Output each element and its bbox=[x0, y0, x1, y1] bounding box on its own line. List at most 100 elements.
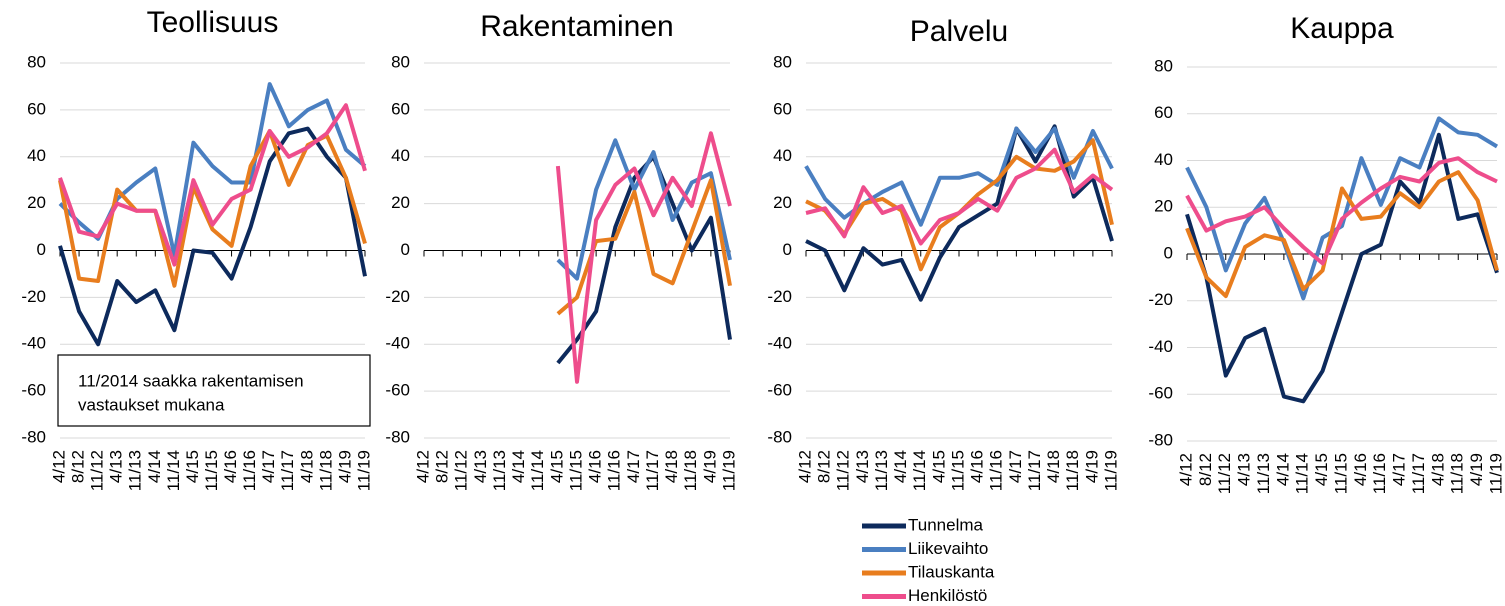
x-tick-label: 11/15 bbox=[948, 450, 967, 491]
x-tick-label: 4/16 bbox=[1351, 453, 1370, 486]
x-tick-label: 11/13 bbox=[1254, 453, 1273, 494]
y-tick-label: 80 bbox=[27, 52, 46, 71]
y-tick-label: -20 bbox=[1148, 290, 1173, 309]
x-tick-label: 4/17 bbox=[1390, 453, 1409, 486]
x-tick-label: 11/17 bbox=[1025, 450, 1044, 491]
y-tick-label: -80 bbox=[767, 427, 792, 446]
x-tick-label: 4/15 bbox=[183, 450, 202, 483]
legend-label: Tunnelma bbox=[908, 515, 984, 534]
x-tick-label: 4/17 bbox=[1006, 450, 1025, 483]
series-line bbox=[1185, 156, 1498, 266]
y-tick-label: -80 bbox=[385, 427, 410, 446]
x-tick-label: 11/14 bbox=[164, 450, 183, 491]
y-tick-label: -20 bbox=[767, 287, 792, 306]
x-tick-label: 4/14 bbox=[1273, 453, 1292, 486]
y-tick-label: 80 bbox=[773, 52, 792, 71]
x-tick-label: 11/12 bbox=[834, 450, 853, 491]
x-tick-label: 4/17 bbox=[259, 450, 278, 483]
y-tick-label: 80 bbox=[391, 52, 410, 71]
x-tick-label: 11/12 bbox=[452, 450, 471, 491]
x-tick-label: 11/16 bbox=[240, 450, 259, 491]
x-tick-label: 11/13 bbox=[490, 450, 509, 491]
y-tick-label: -20 bbox=[21, 287, 46, 306]
y-tick-label: -40 bbox=[767, 334, 792, 353]
series-line bbox=[556, 138, 732, 281]
y-tick-label: 40 bbox=[1154, 150, 1173, 169]
y-tick-label: -40 bbox=[385, 334, 410, 353]
x-tick-label: 4/19 bbox=[1467, 453, 1486, 486]
x-tick-label: 11/14 bbox=[528, 450, 547, 491]
x-tick-label: 4/12 bbox=[413, 450, 432, 483]
series-line bbox=[58, 103, 367, 267]
annotation: vastaukset mukana bbox=[78, 395, 225, 414]
x-tick-label: 11/16 bbox=[987, 450, 1006, 491]
y-tick-label: 20 bbox=[773, 193, 792, 212]
y-tick-label: -80 bbox=[1148, 430, 1173, 449]
x-tick-label: 4/13 bbox=[1235, 453, 1254, 486]
x-tick-label: 4/13 bbox=[471, 450, 490, 483]
x-tick-label: 11/16 bbox=[1370, 453, 1389, 494]
y-tick-label: 20 bbox=[1154, 197, 1173, 216]
x-tick-label: 4/16 bbox=[968, 450, 987, 483]
chart-title: Teollisuus bbox=[147, 6, 279, 39]
annotation-box bbox=[57, 354, 371, 427]
y-tick-label: -40 bbox=[1148, 337, 1173, 356]
x-tick-label: 4/17 bbox=[624, 450, 643, 483]
x-tick-label: 11/17 bbox=[278, 450, 297, 491]
y-tick-label: 0 bbox=[783, 240, 792, 259]
x-tick-label: 4/19 bbox=[700, 450, 719, 483]
x-tick-label: 11/19 bbox=[719, 450, 738, 491]
y-tick-label: 40 bbox=[391, 146, 410, 165]
y-tick-label: 40 bbox=[773, 146, 792, 165]
legend-label: Liikevaihto bbox=[908, 539, 988, 558]
legend-label: Henkilöstö bbox=[908, 586, 987, 605]
y-tick-label: -60 bbox=[385, 381, 410, 400]
x-tick-label: 11/13 bbox=[126, 450, 145, 491]
x-tick-label: 11/15 bbox=[566, 450, 585, 491]
x-tick-label: 11/16 bbox=[605, 450, 624, 491]
x-tick-label: 8/12 bbox=[1196, 453, 1215, 486]
x-tick-label: 11/12 bbox=[88, 450, 107, 491]
x-tick-label: 11/15 bbox=[1331, 453, 1350, 494]
series-line bbox=[1185, 116, 1499, 301]
series-line bbox=[555, 131, 732, 384]
x-tick-label: 4/19 bbox=[335, 450, 354, 483]
x-tick-label: 11/14 bbox=[1293, 453, 1312, 494]
x-tick-label: 11/17 bbox=[643, 450, 662, 491]
x-tick-label: 8/12 bbox=[815, 450, 834, 483]
x-tick-label: 4/14 bbox=[891, 450, 910, 483]
y-tick-label: 20 bbox=[27, 193, 46, 212]
x-tick-label: 11/18 bbox=[1448, 453, 1467, 494]
x-tick-label: 4/12 bbox=[795, 450, 814, 483]
x-tick-label: 4/13 bbox=[853, 450, 872, 483]
y-tick-label: -60 bbox=[21, 381, 46, 400]
x-tick-label: 4/13 bbox=[107, 450, 126, 483]
x-tick-label: 11/18 bbox=[681, 450, 700, 491]
x-tick-label: 4/18 bbox=[662, 450, 681, 483]
legend-label: Tilauskanta bbox=[908, 562, 995, 581]
x-tick-label: 11/15 bbox=[202, 450, 221, 491]
x-tick-label: 4/14 bbox=[509, 450, 528, 483]
y-tick-label: -40 bbox=[21, 334, 46, 353]
x-tick-label: 4/16 bbox=[221, 450, 240, 483]
x-tick-label: 4/15 bbox=[1312, 453, 1331, 486]
x-tick-label: 4/15 bbox=[929, 450, 948, 483]
x-tick-label: 4/18 bbox=[1428, 453, 1447, 486]
x-tick-label: 4/18 bbox=[297, 450, 316, 483]
series-line bbox=[1185, 170, 1499, 299]
x-tick-label: 4/12 bbox=[49, 450, 68, 483]
series-line bbox=[58, 126, 367, 347]
y-tick-label: -60 bbox=[1148, 384, 1173, 403]
x-tick-label: 4/19 bbox=[1082, 450, 1101, 483]
x-tick-label: 11/13 bbox=[872, 450, 891, 491]
x-tick-label: 4/12 bbox=[1176, 453, 1195, 486]
y-tick-label: 60 bbox=[391, 99, 410, 118]
series-line bbox=[556, 178, 732, 316]
y-tick-label: 0 bbox=[37, 240, 46, 259]
y-tick-label: 40 bbox=[27, 146, 46, 165]
series-line bbox=[58, 129, 367, 288]
y-tick-label: 60 bbox=[27, 99, 46, 118]
x-tick-label: 11/18 bbox=[316, 450, 335, 491]
x-tick-label: 11/14 bbox=[910, 450, 929, 491]
